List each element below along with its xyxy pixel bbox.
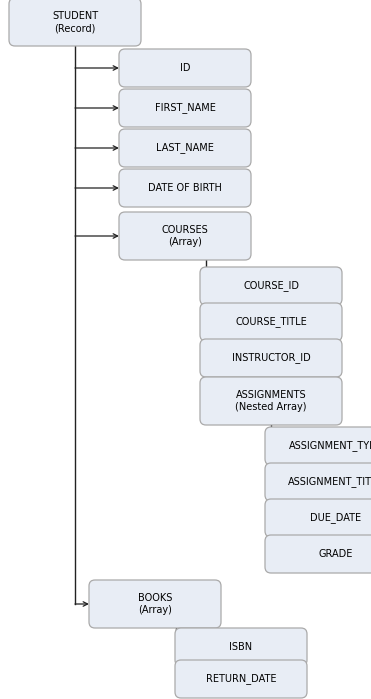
Text: COURSE_ID: COURSE_ID — [243, 280, 299, 291]
Text: DUE_DATE: DUE_DATE — [311, 512, 362, 524]
FancyBboxPatch shape — [265, 427, 371, 465]
FancyBboxPatch shape — [200, 377, 342, 425]
Text: INSTRUCTOR_ID: INSTRUCTOR_ID — [232, 352, 311, 363]
FancyBboxPatch shape — [119, 169, 251, 207]
Text: ASSIGNMENTS
(Nested Array): ASSIGNMENTS (Nested Array) — [235, 390, 307, 412]
Text: DATE OF BIRTH: DATE OF BIRTH — [148, 183, 222, 193]
FancyBboxPatch shape — [175, 660, 307, 698]
FancyBboxPatch shape — [89, 580, 221, 628]
FancyBboxPatch shape — [265, 535, 371, 573]
Text: ASSIGNMENT_TYPE: ASSIGNMENT_TYPE — [289, 440, 371, 452]
Text: STUDENT
(Record): STUDENT (Record) — [52, 10, 98, 33]
Text: ID: ID — [180, 63, 190, 73]
FancyBboxPatch shape — [119, 129, 251, 167]
Text: ASSIGNMENT_TITLE: ASSIGNMENT_TITLE — [288, 477, 371, 487]
Text: LAST_NAME: LAST_NAME — [156, 143, 214, 154]
FancyBboxPatch shape — [119, 89, 251, 127]
Text: FIRST_NAME: FIRST_NAME — [155, 103, 216, 113]
FancyBboxPatch shape — [200, 303, 342, 341]
Text: RETURN_DATE: RETURN_DATE — [206, 674, 276, 684]
Text: ISBN: ISBN — [229, 642, 253, 652]
FancyBboxPatch shape — [175, 628, 307, 666]
FancyBboxPatch shape — [119, 49, 251, 87]
Text: BOOKS
(Array): BOOKS (Array) — [138, 593, 172, 615]
Text: COURSE_TITLE: COURSE_TITLE — [235, 317, 307, 327]
FancyBboxPatch shape — [265, 463, 371, 501]
Text: GRADE: GRADE — [319, 549, 353, 559]
FancyBboxPatch shape — [9, 0, 141, 46]
FancyBboxPatch shape — [200, 339, 342, 377]
FancyBboxPatch shape — [119, 212, 251, 260]
FancyBboxPatch shape — [200, 267, 342, 305]
FancyBboxPatch shape — [265, 499, 371, 537]
Text: COURSES
(Array): COURSES (Array) — [162, 225, 209, 247]
